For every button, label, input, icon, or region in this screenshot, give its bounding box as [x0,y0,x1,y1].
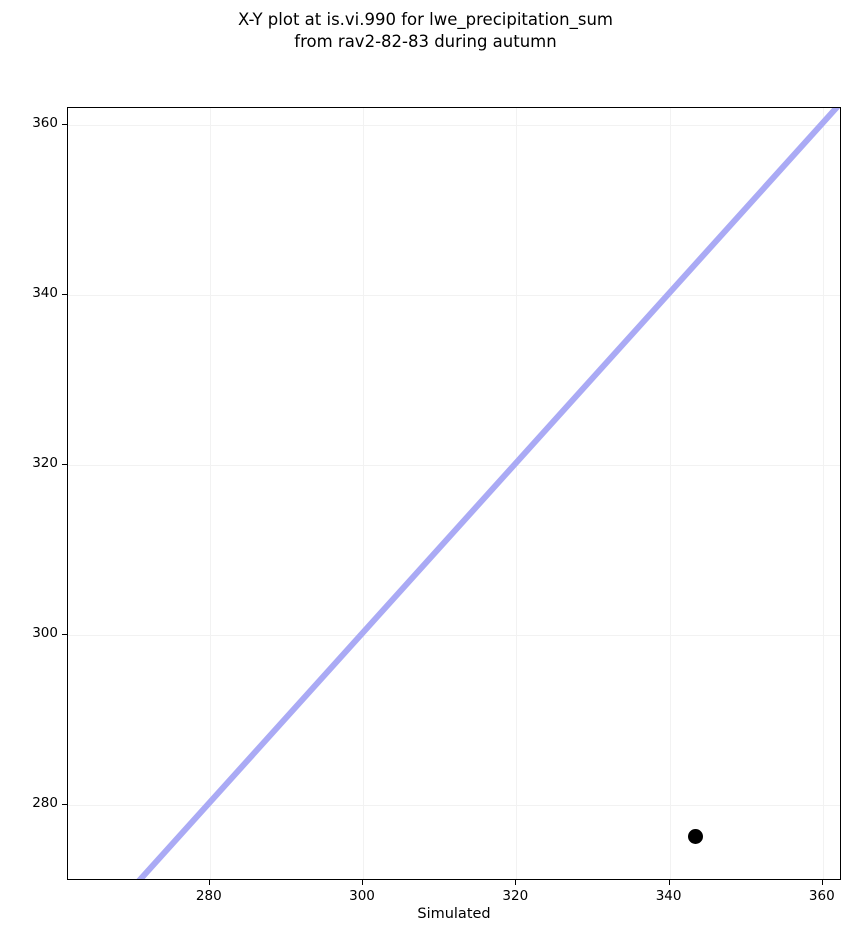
gridline-x-360 [822,108,824,879]
y-tick-320 [62,463,67,465]
gridline-y-320 [68,464,840,466]
y-tick-label-340: 340 [32,284,58,301]
x-tick-320 [515,880,517,885]
x-tick-label-360: 360 [808,888,835,904]
y-tick-label-300: 300 [32,624,58,641]
chart-title: X-Y plot at is.vi.990 for lwe_precipitat… [238,10,613,51]
y-tick-300 [62,633,67,635]
x-tick-label-280: 280 [195,888,222,904]
x-tick-360 [821,880,823,885]
gridline-x-320 [516,108,518,879]
y-tick-label-360: 360 [32,115,58,131]
y-axis-label: Observed [3,0,25,129]
x-tick-label-300: 300 [349,888,375,904]
plot-area [67,107,841,880]
x-tick-300 [362,880,363,885]
x-axis-label: Simulated [417,906,491,922]
x-tick-340 [668,880,670,885]
gridline-x-340 [669,108,671,879]
y-tick-280 [62,803,67,805]
x-tick-label-340: 340 [655,888,682,904]
gridline-y-360 [68,125,840,126]
y-tick-360 [62,124,67,125]
gridline-y-300 [68,634,840,636]
x-tick-280 [208,880,210,885]
gridline-x-280 [209,108,211,879]
y-tick-label-320: 320 [32,454,58,471]
gridline-x-300 [363,108,364,879]
one-to-one-reference-line [136,108,840,879]
data-point [688,828,704,844]
x-tick-label-320: 320 [502,888,529,904]
y-tick-340 [62,293,67,295]
gridline-y-340 [68,294,840,296]
y-tick-label-280: 280 [32,794,58,811]
gridline-y-280 [68,804,840,806]
